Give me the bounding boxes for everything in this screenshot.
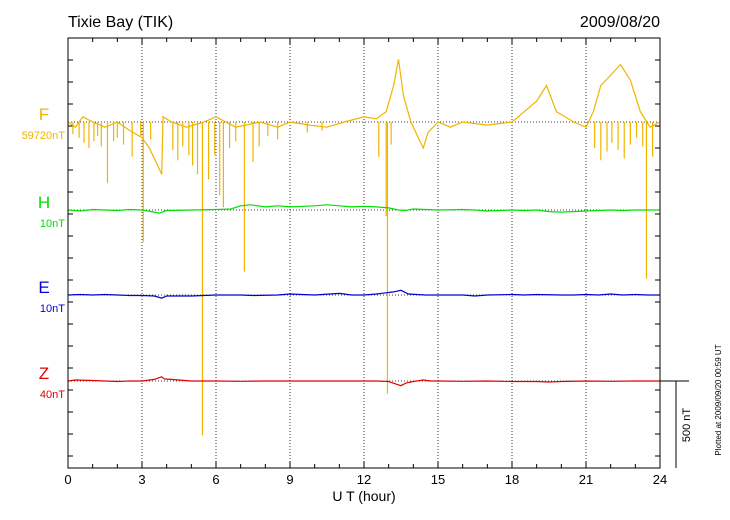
series-baseline-e: 10nT <box>40 303 65 315</box>
series-name-h: H <box>38 193 50 212</box>
series-layer: F 59720nT H 10nT E 10nT Z 40nT <box>22 59 661 436</box>
x-axis-label: U T (hour) <box>332 488 395 504</box>
series-line-h <box>67 204 660 214</box>
series-baseline-h: 10nT <box>40 218 65 230</box>
x-tick-label: 21 <box>579 472 593 487</box>
x-tick-label: 3 <box>138 472 145 487</box>
series-e: E 10nT <box>38 278 660 315</box>
series-line-z <box>67 376 660 387</box>
series-h: H 10nT <box>38 193 660 230</box>
series-baseline-f: 59720nT <box>22 130 66 142</box>
series-baseline-z: 40nT <box>40 389 65 401</box>
chart-title: Tixie Bay (TIK) <box>68 14 173 31</box>
x-tick-label: 9 <box>286 472 293 487</box>
scale-bar: 500 nT <box>660 380 693 468</box>
series-line-f <box>67 59 661 175</box>
series-z: Z 40nT <box>39 364 660 401</box>
series-name-e: E <box>38 278 49 297</box>
axis-ticks <box>67 38 661 468</box>
plotted-timestamp: Plotted at 2009/09/20 00:59 UT <box>714 344 723 455</box>
grid-lines <box>68 38 660 468</box>
chart-date: 2009/08/20 <box>580 14 660 31</box>
scale-bar-label: 500 nT <box>681 408 693 443</box>
x-tick-label: 6 <box>212 472 219 487</box>
x-tick-label: 0 <box>64 472 71 487</box>
x-tick-label: 24 <box>653 472 667 487</box>
x-tick-label: 12 <box>357 472 371 487</box>
x-tick-labels: 0 3 6 9 12 15 18 21 24 <box>64 472 667 487</box>
series-line-e <box>67 289 660 299</box>
x-tick-label: 15 <box>431 472 445 487</box>
x-tick-label: 18 <box>505 472 519 487</box>
series-name-z: Z <box>39 364 49 383</box>
plot-frame <box>67 37 661 469</box>
series-f: F 59720nT <box>22 59 661 436</box>
series-name-f: F <box>39 105 49 124</box>
